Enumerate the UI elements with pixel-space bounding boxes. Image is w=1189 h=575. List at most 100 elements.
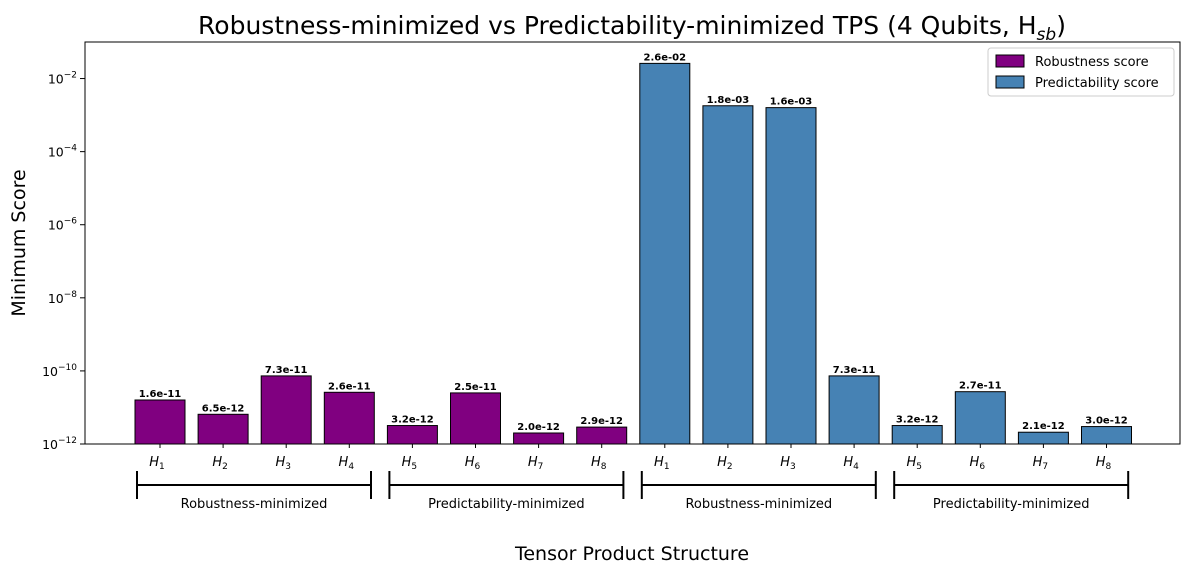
y-tick-exponent: −2 [64, 71, 77, 81]
x-tick-base: H [970, 455, 980, 470]
bar-predictability-8 [1081, 426, 1132, 445]
bar-robustness-4 [323, 391, 375, 445]
x-tick-label: H5 [906, 455, 922, 472]
bar-predictability-1 [639, 62, 691, 445]
group-brackets: Robustness-minimized Predictability-minim… [136, 471, 1130, 512]
y-tick-label: 10−10 [42, 363, 77, 379]
x-tick-base: H [780, 455, 790, 470]
x-tick-subscript: 1 [159, 462, 165, 472]
y-tick-base: 10 [48, 218, 64, 233]
x-tick-subscript: 7 [1042, 462, 1048, 472]
bar-robustness-5 [386, 425, 438, 445]
plot-area: 1.6e-11 6.5e-12 7.3e-11 2.6e-11 3.2e-12 2.5e-… [134, 52, 1132, 445]
x-tick-base: H [275, 455, 285, 470]
x-tick-label: H7 [528, 455, 544, 472]
y-tick-label: 10−12 [42, 436, 77, 452]
y-tick-label: 10−8 [48, 290, 77, 306]
x-axis-categories: H1 H2 H3 H4 H5 H6 H7 H8 H1 H2 H3 H4 H5 H6 H7 H8 [149, 444, 1112, 472]
bar-predictability-4 [828, 375, 880, 445]
x-tick-base: H [654, 455, 664, 470]
legend-label-predictability: Predictability score [1035, 76, 1159, 91]
legend-frame [987, 47, 1175, 97]
bar-data-label: 2.6e-02 [644, 52, 687, 63]
y-tick-exponent: −6 [64, 217, 78, 227]
x-tick-label: H2 [717, 455, 733, 472]
y-axis-label: Minimum Score [8, 169, 30, 316]
bar-data-label: 3.0e-12 [1085, 416, 1128, 427]
y-tick-base: 10 [48, 145, 64, 160]
plot-frame [84, 41, 1181, 445]
bar-robustness-3 [260, 375, 312, 445]
x-tick-subscript: 1 [664, 462, 670, 472]
x-tick-subscript: 5 [411, 462, 417, 472]
x-tick-label: H6 [970, 455, 986, 472]
x-tick-subscript: 5 [916, 462, 922, 472]
y-tick-exponent: −10 [58, 363, 77, 373]
group-label: Predictability-minimized [428, 497, 585, 512]
x-tick-base: H [465, 455, 475, 470]
chart-title-close: ) [1056, 11, 1066, 40]
bar-data-label: 6.5e-12 [202, 403, 245, 414]
bar-robustness-2 [197, 413, 249, 445]
x-tick-subscript: 4 [348, 462, 354, 472]
x-tick-label: H4 [843, 455, 859, 472]
x-tick-subscript: 6 [979, 462, 985, 472]
x-tick-base: H [717, 455, 727, 470]
bar-data-label: 7.3e-11 [265, 365, 308, 376]
bar-data-label: 2.7e-11 [959, 381, 1002, 392]
y-tick-base: 10 [42, 364, 58, 379]
x-tick-subscript: 8 [1106, 462, 1112, 472]
x-tick-label: H7 [1033, 455, 1049, 472]
y-tick-exponent: −8 [64, 290, 78, 300]
bar-data-label: 1.6e-03 [770, 97, 813, 108]
bar-predictability-3 [765, 107, 817, 445]
x-tick-label: H3 [780, 455, 796, 472]
bar-predictability-5 [891, 425, 943, 445]
x-tick-base: H [1096, 455, 1106, 470]
x-tick-subscript: 3 [790, 462, 796, 472]
y-tick-label: 10−2 [48, 71, 77, 87]
y-tick-label: 10−6 [48, 217, 77, 233]
bar-predictability-2 [702, 105, 754, 445]
x-tick-base: H [339, 455, 349, 470]
bar-data-label: 2.0e-12 [517, 422, 560, 433]
x-tick-label: H8 [591, 455, 607, 472]
group-label: Robustness-minimized [181, 497, 328, 512]
x-tick-base: H [591, 455, 601, 470]
chart-title-subscript: sb [1037, 25, 1057, 45]
legend-swatch-predictability [995, 75, 1025, 89]
bar-robustness-6 [450, 392, 501, 445]
bar-robustness-1 [134, 399, 186, 445]
x-tick-subscript: 2 [727, 462, 733, 472]
x-tick-base: H [528, 455, 538, 470]
bar-data-label: 1.6e-11 [139, 389, 182, 400]
bar-robustness-8 [576, 426, 628, 445]
bar-data-label: 1.8e-03 [707, 95, 750, 106]
x-tick-base: H [402, 455, 412, 470]
x-tick-label: H2 [212, 455, 228, 472]
legend-swatch-robustness [995, 54, 1025, 68]
x-tick-label: H8 [1096, 455, 1112, 472]
bar-data-label: 3.2e-12 [896, 415, 939, 426]
bar-data-label: 2.6e-11 [328, 381, 371, 392]
x-axis-label: Tensor Product Structure [514, 543, 749, 565]
x-tick-subscript: 8 [601, 462, 607, 472]
y-tick-exponent: −12 [58, 436, 77, 446]
x-tick-base: H [1033, 455, 1043, 470]
y-tick-exponent: −4 [64, 144, 78, 154]
y-tick-base: 10 [48, 291, 64, 306]
legend-label-robustness: Robustness score [1035, 55, 1149, 70]
group-label: Predictability-minimized [933, 497, 1090, 512]
x-tick-label: H6 [465, 455, 481, 472]
y-tick-base: 10 [42, 437, 58, 452]
x-tick-subscript: 4 [853, 462, 859, 472]
x-tick-label: H1 [654, 455, 670, 472]
x-tick-subscript: 6 [475, 462, 481, 472]
legend: Robustness score Predictability score [987, 47, 1175, 97]
bar-predictability-7 [1017, 431, 1069, 445]
chart-title-main: Robustness-minimized vs Predictability-m… [198, 11, 1037, 40]
x-tick-label: H5 [402, 455, 418, 472]
x-tick-label: H4 [339, 455, 355, 472]
